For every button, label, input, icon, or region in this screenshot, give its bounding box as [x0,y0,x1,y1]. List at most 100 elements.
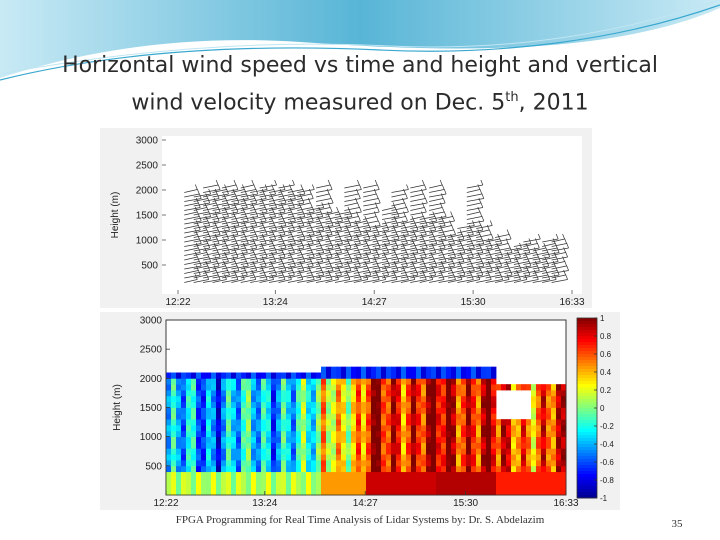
wind-barb-flag [402,265,405,271]
heatmap-cell [306,384,312,391]
heatmap-cell [531,436,537,443]
wind-barb [250,279,268,283]
heatmap-cell [246,372,252,379]
heatmap-cell [176,454,182,461]
wind-barb-profile [372,220,390,283]
wind-barb-flag [359,206,362,213]
heatmap-cell [551,460,557,467]
wind-barb [184,211,198,216]
wind-barb [184,229,201,234]
heatmap-cell [261,489,267,496]
wind-barb-flag [307,242,311,249]
heatmap-cell [246,471,252,478]
heatmap-cell [286,471,292,478]
heatmap-cell [431,489,437,496]
wind-barb-flag [430,229,434,235]
heatmap-cell [521,425,527,432]
heatmap-cell [486,384,492,391]
heatmap-cell [466,454,472,461]
heatmap-cell [256,477,262,484]
heatmap-cell [296,430,302,438]
wind-barb-flag [328,193,332,199]
heatmap-cell [436,430,442,438]
heatmap-cell [236,430,242,438]
heatmap-cell [446,372,452,379]
heatmap-cell [531,465,537,473]
wind-barb [287,270,304,274]
heatmap-cell [311,390,317,397]
heatmap-cell [456,460,462,467]
heatmap-cell [211,454,217,461]
heatmap-cell [336,366,342,373]
heatmap-cell [436,489,442,496]
heatmap-cell [561,384,567,391]
heatmap-cell [481,460,487,467]
wind-barb [259,265,273,270]
heatmap-cell [266,460,272,467]
heatmap-cell [556,384,562,391]
wind-barb [306,238,323,243]
wind-barb-profile [466,179,485,283]
heatmap-cell [466,390,472,397]
heatmap-cell [191,419,197,426]
wind-barb [476,252,490,256]
heatmap-cell [221,425,227,432]
wind-barb-flag [424,197,428,204]
heatmap-cell [226,419,232,426]
wind-barb [297,252,313,256]
heatmap-cell [331,366,337,373]
heatmap-cell [526,460,532,467]
wind-barb [231,216,247,220]
heatmap-cell [511,430,517,438]
heatmap-cell [301,390,307,397]
wind-barb-flag [383,274,386,280]
wind-barb [316,207,331,211]
heatmap-cell [371,395,377,403]
heatmap-cell [251,471,257,478]
wind-barb-flag [213,197,217,204]
heatmap-cell [211,407,217,414]
heatmap-cell [481,401,487,408]
heatmap-cell [166,448,172,455]
wind-barb-flag [260,197,264,204]
wind-barb [372,238,388,243]
heatmap-cell [321,425,327,432]
colorbar-segment [577,357,597,361]
wind-barb [363,220,379,225]
heatmap-cell [301,413,307,420]
colorbar-segment [577,480,597,484]
heatmap-cell [431,390,437,397]
wind-barb-flag [406,184,409,190]
heatmap-cell [211,419,217,426]
heatmap-cell [536,390,542,397]
heatmap-cell [166,477,172,484]
colorbar-segment [577,447,597,451]
wind-barb [400,265,414,270]
wind-barb [212,225,228,229]
heatmap-cell [361,407,367,414]
wind-barb [410,193,424,198]
colorbar-segment [577,492,597,496]
heatmap-cell [226,460,232,467]
heatmap-cell [231,372,237,379]
heatmap-cell [326,430,332,438]
heatmap-cell [196,442,202,449]
wind-barb-flag [439,224,443,231]
heatmap-cell [226,436,232,443]
wind-barb-flag [242,184,245,190]
heatmap-cell [391,483,397,490]
wind-barb-profile [203,179,221,283]
wind-barb [447,238,465,243]
wind-barb [259,256,274,261]
heatmap-cell [471,372,477,379]
heatmap-cell [361,483,367,490]
wind-barb-flag [543,265,547,271]
heatmap-cell [191,413,197,420]
colorbar-segment [577,465,597,469]
heatmap-cell [551,407,557,414]
heatmap-cell [231,460,237,467]
heatmap-cell [361,419,367,426]
heatmap-cell [451,384,457,391]
wind-barb-flag [507,242,511,249]
heatmap-cell [306,460,312,467]
